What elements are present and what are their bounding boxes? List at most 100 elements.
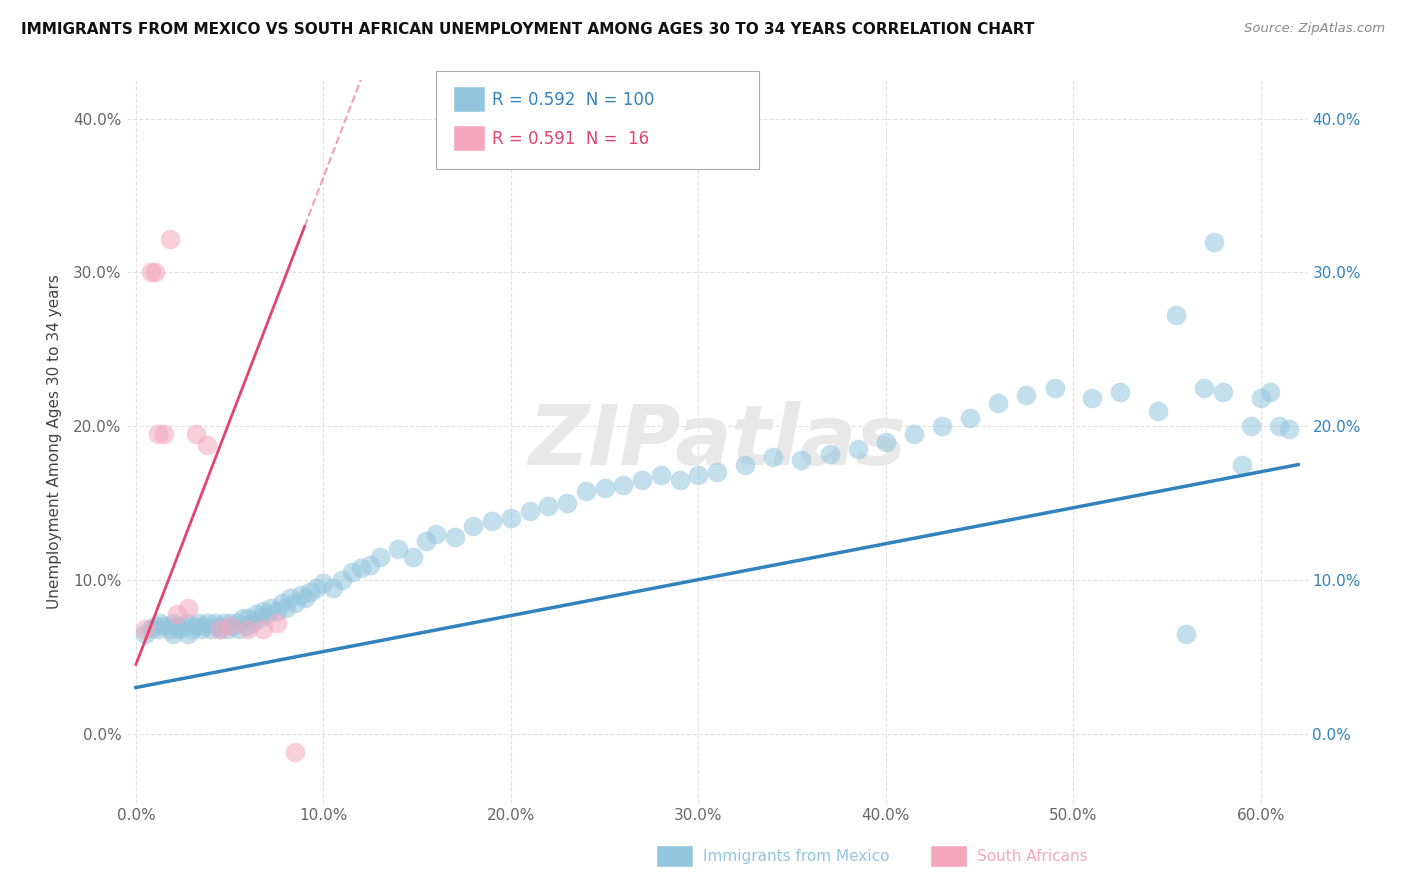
Point <box>387 542 409 557</box>
Point <box>159 622 181 636</box>
Point <box>195 437 218 451</box>
Point <box>1250 392 1272 406</box>
Point <box>177 626 200 640</box>
Point <box>232 611 254 625</box>
Point <box>245 607 267 621</box>
Point <box>238 611 260 625</box>
Point <box>162 615 184 630</box>
Point <box>290 588 312 602</box>
Point <box>218 619 240 633</box>
Point <box>153 426 176 441</box>
Point <box>209 622 232 636</box>
Point <box>134 622 156 636</box>
Point <box>688 468 710 483</box>
Point <box>271 596 294 610</box>
Point <box>266 615 288 630</box>
Point <box>593 481 616 495</box>
Point <box>330 573 353 587</box>
Point <box>322 581 344 595</box>
Point <box>706 465 728 479</box>
Point <box>312 576 335 591</box>
Point <box>340 565 363 579</box>
Text: R = 0.592  N = 100: R = 0.592 N = 100 <box>492 91 654 109</box>
Point <box>159 232 181 246</box>
Point <box>222 619 245 633</box>
Point <box>212 615 235 630</box>
Point <box>228 622 250 636</box>
Point <box>463 519 485 533</box>
Point <box>1194 381 1216 395</box>
Point <box>166 619 188 633</box>
Point <box>218 615 240 630</box>
Point <box>260 600 283 615</box>
Point <box>1081 392 1104 406</box>
Point <box>425 526 447 541</box>
Text: IMMIGRANTS FROM MEXICO VS SOUTH AFRICAN UNEMPLOYMENT AMONG AGES 30 TO 34 YEARS C: IMMIGRANTS FROM MEXICO VS SOUTH AFRICAN … <box>21 22 1035 37</box>
Point <box>790 453 813 467</box>
Text: R = 0.591  N =  16: R = 0.591 N = 16 <box>492 130 650 148</box>
Point <box>1146 404 1168 418</box>
Point <box>402 549 425 564</box>
Point <box>266 604 288 618</box>
Point <box>139 622 162 636</box>
Point <box>183 619 205 633</box>
Point <box>1278 422 1301 436</box>
Point <box>818 447 841 461</box>
Point <box>368 549 391 564</box>
Point <box>177 600 200 615</box>
Point <box>193 619 215 633</box>
Point <box>1109 385 1132 400</box>
Point <box>1202 235 1225 249</box>
Point <box>734 458 756 472</box>
Point <box>153 619 176 633</box>
Point <box>612 477 634 491</box>
Point <box>235 619 257 633</box>
Point <box>1015 388 1038 402</box>
Point <box>184 426 207 441</box>
Point <box>134 626 156 640</box>
Point <box>762 450 785 464</box>
Point <box>172 619 194 633</box>
Point <box>1166 309 1188 323</box>
Point <box>650 468 672 483</box>
Point <box>575 483 598 498</box>
Point <box>875 434 897 449</box>
Point <box>846 442 869 457</box>
Point <box>162 626 184 640</box>
Point <box>631 473 654 487</box>
Point <box>167 622 190 636</box>
Point <box>209 622 232 636</box>
Point <box>143 265 166 279</box>
Point <box>278 591 301 606</box>
Point <box>240 615 263 630</box>
Point <box>148 622 170 636</box>
Point <box>537 499 560 513</box>
Point <box>294 591 316 606</box>
Point <box>1230 458 1253 472</box>
Point <box>987 396 1010 410</box>
Point <box>1212 385 1234 400</box>
Point <box>249 611 271 625</box>
Text: Source: ZipAtlas.com: Source: ZipAtlas.com <box>1244 22 1385 36</box>
Point <box>149 615 172 630</box>
Point <box>148 426 170 441</box>
Point <box>519 504 541 518</box>
Point <box>187 615 209 630</box>
Point <box>1258 385 1281 400</box>
Point <box>555 496 578 510</box>
Y-axis label: Unemployment Among Ages 30 to 34 years: Unemployment Among Ages 30 to 34 years <box>46 274 62 609</box>
Point <box>1043 381 1066 395</box>
Point <box>668 473 690 487</box>
Text: Immigrants from Mexico: Immigrants from Mexico <box>703 849 890 863</box>
Point <box>931 419 953 434</box>
Point <box>299 585 322 599</box>
Point <box>143 619 166 633</box>
Point <box>252 622 274 636</box>
Point <box>200 622 222 636</box>
Point <box>238 622 260 636</box>
Point <box>305 581 328 595</box>
Point <box>1240 419 1263 434</box>
Point <box>256 607 278 621</box>
Point <box>139 265 162 279</box>
Point <box>284 596 307 610</box>
